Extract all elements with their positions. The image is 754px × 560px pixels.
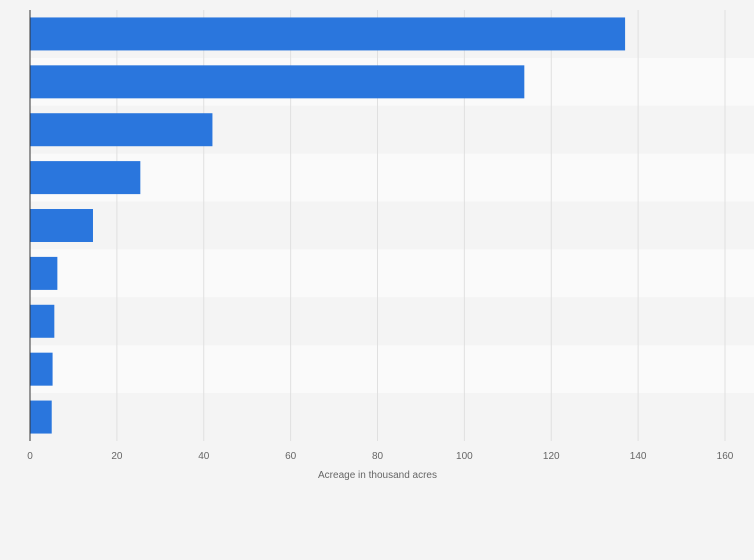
bar <box>30 17 626 51</box>
x-axis-ticks: 0 20 40 60 80 100 120 140 160 <box>27 451 734 462</box>
x-tick-label: 120 <box>543 451 560 462</box>
row-band <box>30 393 754 441</box>
x-tick-label: 160 <box>717 451 734 462</box>
bar <box>30 65 525 99</box>
x-tick-label: 0 <box>27 451 33 462</box>
row-band <box>30 153 754 202</box>
x-tick-label: 40 <box>198 451 210 462</box>
bar <box>30 113 213 147</box>
bar <box>30 304 55 338</box>
bar <box>30 256 58 290</box>
row-band <box>30 249 754 298</box>
x-tick-label: 20 <box>111 451 123 462</box>
x-tick-label: 140 <box>630 451 647 462</box>
row-band <box>30 201 754 250</box>
row-band <box>30 297 754 346</box>
bar <box>30 161 141 195</box>
x-tick-label: 100 <box>456 451 473 462</box>
x-axis-title: Acreage in thousand acres <box>318 470 437 481</box>
bars <box>30 17 626 434</box>
row-bands <box>30 10 754 441</box>
bar <box>30 352 53 386</box>
bar <box>30 400 52 434</box>
bar <box>30 209 93 242</box>
x-tick-label: 80 <box>372 451 384 462</box>
x-tick-label: 60 <box>285 451 297 462</box>
row-band <box>30 345 754 394</box>
